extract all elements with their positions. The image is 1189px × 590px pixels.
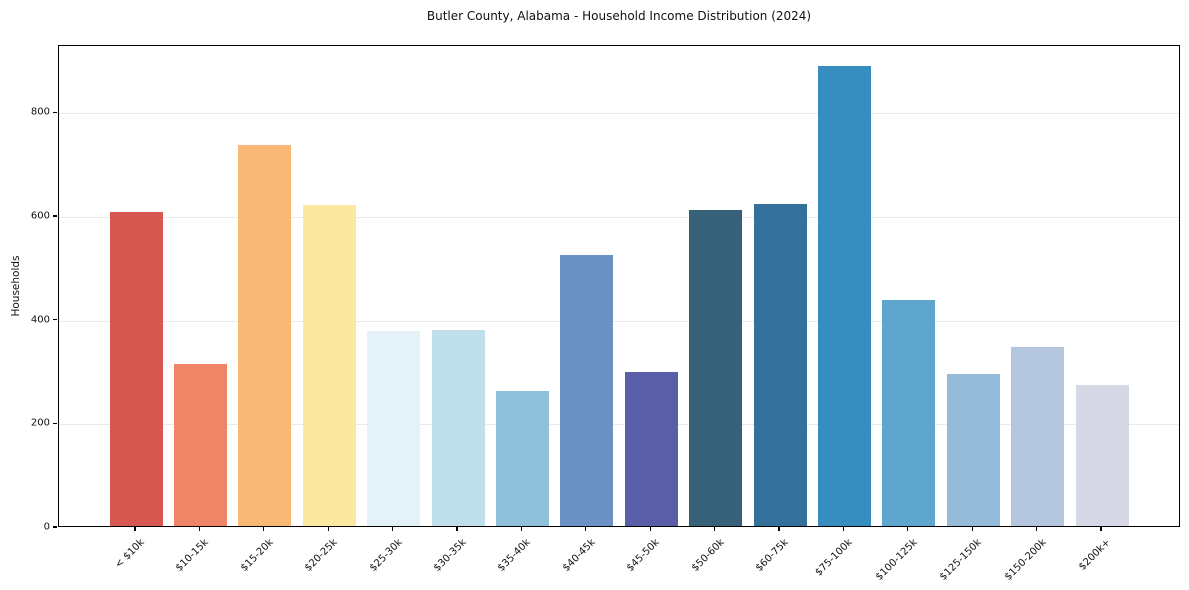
gridline-y-200 bbox=[59, 424, 1179, 426]
gridline-y-400 bbox=[59, 320, 1179, 322]
bar-35-40k bbox=[495, 391, 549, 526]
y-axis-label-text: Households bbox=[10, 255, 22, 317]
x-tick-mark-7 bbox=[585, 527, 587, 531]
x-tick-label-11: $75-100k bbox=[813, 537, 856, 579]
y-tick-mark-0 bbox=[53, 526, 57, 528]
bar-40-45k bbox=[560, 254, 614, 526]
y-tick-label-600: 600 bbox=[30, 210, 50, 222]
x-tick-label-12: $100-125k bbox=[873, 537, 920, 583]
x-tick-mark-2 bbox=[263, 527, 265, 531]
y-tick-label-0: 0 bbox=[43, 521, 50, 533]
x-tick-mark-1 bbox=[198, 527, 200, 531]
x-tick-mark-6 bbox=[520, 527, 522, 531]
x-tick-label-3: $20-25k bbox=[303, 537, 340, 574]
x-tick-label-8: $45-50k bbox=[625, 537, 662, 574]
y-tick-label-400: 400 bbox=[30, 314, 50, 326]
x-tick-label-15: $200k+ bbox=[1076, 537, 1113, 573]
bar-30-35k bbox=[431, 330, 485, 526]
bar-125-150k bbox=[946, 374, 1000, 526]
x-tick-label-7: $40-45k bbox=[560, 537, 598, 574]
x-tick-label-13: $125-150k bbox=[938, 537, 984, 583]
bar-10k bbox=[109, 212, 163, 526]
bar-150-200k bbox=[1011, 347, 1065, 526]
plot-area bbox=[58, 45, 1180, 527]
bar-25-30k bbox=[367, 330, 421, 526]
x-tick-label-4: $25-30k bbox=[367, 537, 405, 574]
y-tick-label-200: 200 bbox=[30, 417, 50, 429]
x-tick-mark-11 bbox=[842, 527, 844, 531]
bar-45-50k bbox=[624, 372, 678, 526]
gridline-y-800 bbox=[59, 113, 1179, 115]
bar-60-75k bbox=[753, 203, 807, 526]
x-tick-label-10: $60-75k bbox=[753, 537, 791, 574]
x-tick-label-1: $10-15k bbox=[174, 537, 212, 574]
x-tick-mark-5 bbox=[456, 527, 458, 531]
x-tick-mark-10 bbox=[778, 527, 780, 531]
chart-title: Butler County, Alabama - Household Incom… bbox=[426, 9, 812, 23]
x-tick-label-2: $15-20k bbox=[238, 537, 276, 574]
bar-50-60k bbox=[689, 209, 743, 526]
bar-75-100k bbox=[817, 66, 871, 526]
y-tick-mark-200 bbox=[53, 422, 57, 424]
bar-200k bbox=[1075, 385, 1129, 526]
bar-15-20k bbox=[238, 144, 292, 526]
x-tick-mark-8 bbox=[649, 527, 651, 531]
y-tick-label-800: 800 bbox=[30, 106, 50, 118]
x-tick-mark-0 bbox=[134, 527, 136, 531]
y-tick-mark-400 bbox=[53, 319, 57, 321]
x-tick-mark-14 bbox=[1036, 527, 1038, 531]
x-tick-mark-3 bbox=[327, 527, 329, 531]
x-tick-label-5: $30-35k bbox=[431, 537, 469, 574]
x-tick-label-6: $35-40k bbox=[496, 537, 534, 574]
bar-20-25k bbox=[302, 204, 356, 526]
x-tick-mark-15 bbox=[1100, 527, 1102, 531]
x-tick-label-0: < $10k bbox=[113, 537, 147, 571]
gridline-y-600 bbox=[59, 217, 1179, 219]
y-tick-mark-600 bbox=[53, 215, 57, 217]
x-tick-mark-4 bbox=[392, 527, 394, 531]
x-tick-mark-9 bbox=[714, 527, 716, 531]
x-tick-label-9: $50-60k bbox=[689, 537, 727, 574]
bar-10-15k bbox=[173, 363, 227, 526]
bar-100-125k bbox=[882, 300, 936, 526]
x-tick-mark-12 bbox=[907, 527, 909, 531]
y-tick-mark-800 bbox=[53, 111, 57, 113]
x-tick-mark-13 bbox=[971, 527, 973, 531]
x-tick-label-14: $150-200k bbox=[1002, 537, 1049, 583]
